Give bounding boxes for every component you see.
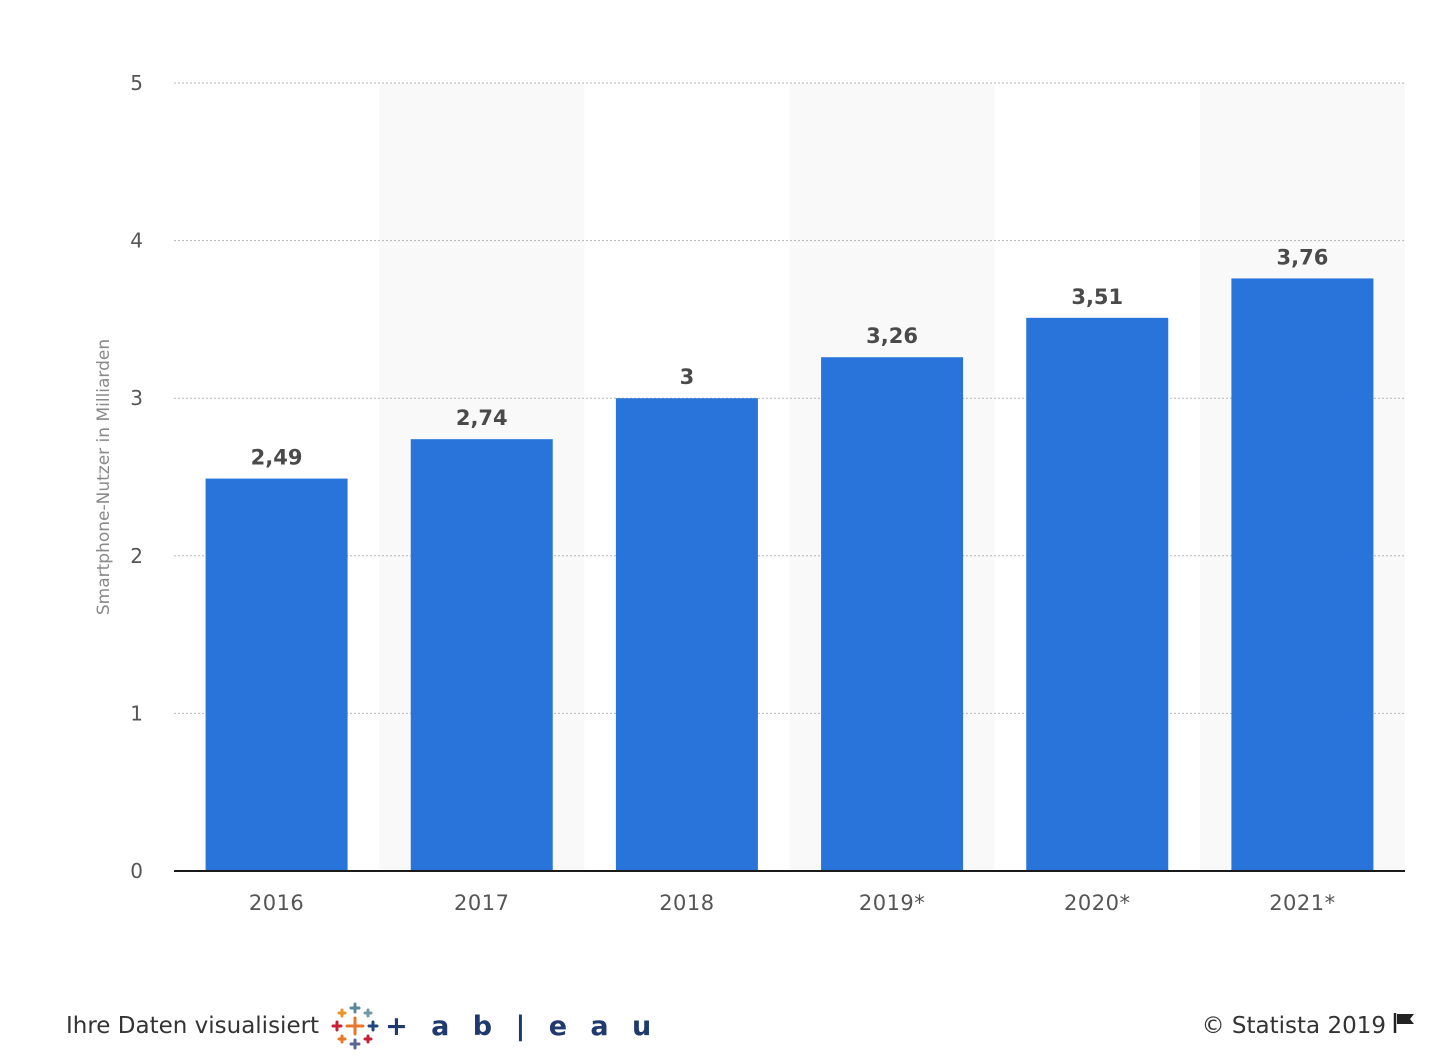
x-tick-label: 2018	[659, 891, 714, 915]
data-label: 3,51	[1071, 285, 1123, 309]
x-tick-label: 2020*	[1064, 891, 1130, 915]
bar	[821, 357, 964, 871]
bar	[1026, 317, 1169, 872]
y-tick-label: 4	[130, 229, 143, 253]
data-label: 3,26	[866, 324, 918, 348]
copyright-text: © Statista 2019	[1201, 1013, 1386, 1039]
data-label: 3	[680, 365, 695, 389]
footer-copyright[interactable]: © Statista 2019	[1202, 1006, 1418, 1046]
data-label: 2,74	[456, 406, 508, 430]
x-axis-ticks: 2016 2017 2018 2019* 2020* 2021*	[249, 891, 1335, 915]
x-tick-label: 2019*	[859, 891, 925, 915]
footer-tableau-credit[interactable]: Ihre Daten visualisiert	[66, 1002, 658, 1050]
y-tick-label: 1	[130, 701, 143, 725]
y-tick-label: 0	[130, 859, 143, 883]
y-tick-label: 2	[130, 544, 143, 568]
bars	[205, 278, 1374, 872]
visualized-by-text: Ihre Daten visualisiert	[66, 1013, 320, 1039]
y-axis-label: Smartphone-Nutzer in Milliarden	[94, 339, 114, 615]
y-tick-label: 3	[130, 386, 143, 410]
x-tick-label: 2021*	[1269, 891, 1335, 915]
y-tick-label: 5	[130, 71, 143, 95]
data-labels: 2,49 2,74 3 3,26 3,51 3,76	[251, 245, 1329, 469]
x-tick-label: 2016	[249, 891, 304, 915]
bar	[410, 439, 553, 871]
tableau-logo: + a b | e a u	[329, 1001, 658, 1051]
tableau-wordmark: + a b | e a u	[385, 1010, 659, 1042]
bar	[1231, 278, 1374, 871]
data-label: 3,76	[1277, 245, 1329, 269]
bar	[615, 398, 758, 871]
flag-icon[interactable]	[1392, 1011, 1418, 1041]
gridlines	[174, 82, 1405, 714]
y-axis-ticks: 0 1 2 3 4 5	[130, 71, 143, 883]
x-tick-label: 2017	[454, 891, 509, 915]
tableau-cross-logo-icon	[331, 1002, 379, 1050]
data-label: 2,49	[251, 446, 303, 470]
bar	[205, 478, 348, 871]
